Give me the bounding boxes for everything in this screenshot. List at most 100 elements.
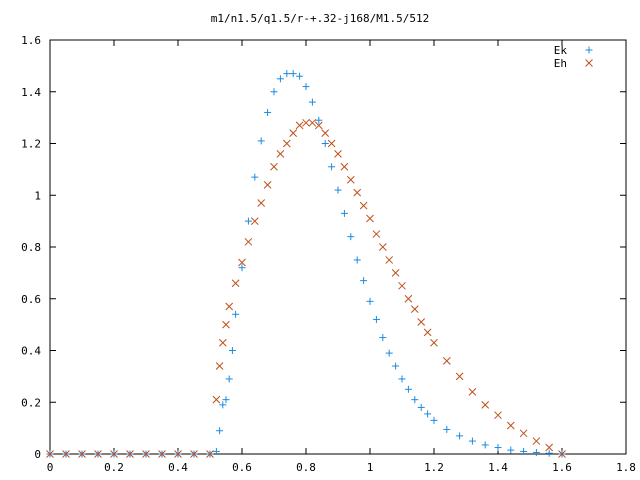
data-point [296, 72, 304, 80]
data-point [302, 83, 310, 91]
data-point [257, 199, 266, 207]
data-point [360, 277, 368, 285]
data-point [334, 186, 342, 194]
x-tick-label: 1.6 [552, 461, 572, 474]
data-point [251, 173, 259, 181]
data-point [270, 162, 278, 171]
data-point [308, 118, 317, 127]
x-tick-label: 0 [47, 461, 54, 474]
data-point [417, 403, 425, 411]
data-point [218, 338, 227, 347]
data-point [270, 88, 278, 96]
data-point [359, 201, 368, 210]
y-tick-label: 1 [34, 189, 41, 202]
y-tick-label: 0.6 [21, 293, 41, 306]
data-point [519, 429, 528, 438]
data-point [558, 450, 566, 458]
y-tick-label: 1.2 [21, 138, 41, 151]
data-point [430, 338, 438, 347]
data-point [276, 149, 285, 158]
y-tick-label: 0 [34, 448, 41, 461]
data-point [276, 75, 284, 83]
data-point [366, 214, 374, 223]
data-point [398, 281, 406, 290]
x-tick-label: 1.4 [488, 461, 508, 474]
data-point [222, 320, 230, 329]
data-point [212, 395, 221, 404]
data-point [385, 349, 393, 357]
data-point [334, 149, 342, 158]
data-point [520, 447, 528, 455]
data-point [411, 396, 419, 404]
y-tick-label: 0.8 [21, 241, 41, 254]
data-point [215, 362, 224, 370]
data-point [424, 410, 432, 418]
data-point [532, 437, 541, 445]
data-point [481, 400, 490, 409]
legend-marker [585, 46, 593, 54]
data-point [366, 297, 374, 305]
data-point [282, 139, 291, 148]
data-point [379, 334, 387, 342]
data-point [257, 137, 265, 145]
data-point [174, 450, 182, 458]
plot-area-border [49, 39, 627, 455]
series-ek [46, 70, 566, 458]
data-point [110, 450, 118, 458]
data-point [328, 163, 336, 171]
data-point [404, 385, 412, 393]
x-tick-label: 1.2 [424, 461, 444, 474]
data-point [289, 70, 297, 78]
data-point [244, 217, 252, 225]
data-point [507, 446, 515, 454]
data-point [340, 209, 348, 217]
series-layer [46, 70, 566, 458]
axes: 0 0.2 0.4 0.6 0.8 1 1.2 1.4 1.6 1.8 0 0.2 0.4 0.6 0.8 1… [21, 34, 636, 474]
data-point [78, 450, 86, 458]
data-point [308, 98, 316, 106]
data-point [378, 243, 387, 251]
data-point [410, 305, 419, 313]
x-tick-label: 1.8 [616, 461, 636, 474]
data-point [398, 375, 406, 383]
data-point [142, 450, 150, 458]
data-point [158, 450, 166, 458]
data-point [321, 140, 329, 147]
y-tick-label: 1.6 [21, 34, 41, 47]
data-point [494, 444, 502, 452]
data-point [94, 450, 102, 458]
data-point [442, 356, 451, 365]
y-tick-label: 0.4 [21, 345, 41, 358]
data-point [468, 388, 477, 396]
data-point [468, 437, 476, 445]
data-point [263, 181, 272, 189]
data-point [289, 129, 298, 138]
data-point [347, 233, 355, 241]
data-point [392, 362, 400, 370]
data-point [346, 175, 355, 184]
chart-title: m1/n1.5/q1.5/r-+.32-j168/M1.5/512 [211, 12, 430, 25]
legend-label: Ek [554, 44, 568, 57]
data-point [404, 294, 413, 303]
legend-label: Eh [554, 57, 567, 70]
data-point [417, 318, 426, 326]
data-point [283, 70, 291, 78]
data-point [443, 425, 451, 433]
data-point [295, 121, 304, 130]
data-point [219, 401, 227, 409]
data-point [545, 443, 554, 452]
data-point [190, 450, 198, 458]
data-point [46, 450, 54, 458]
x-tick-label: 1 [367, 461, 374, 474]
data-point [423, 328, 432, 337]
data-point [456, 432, 464, 440]
x-tick-label: 0.2 [104, 461, 124, 474]
data-point [222, 396, 230, 404]
data-point [250, 217, 259, 225]
data-point [225, 375, 233, 383]
data-point [314, 121, 323, 130]
x-tick-label: 0.6 [232, 461, 252, 474]
data-point [430, 416, 438, 424]
data-point [506, 421, 515, 430]
